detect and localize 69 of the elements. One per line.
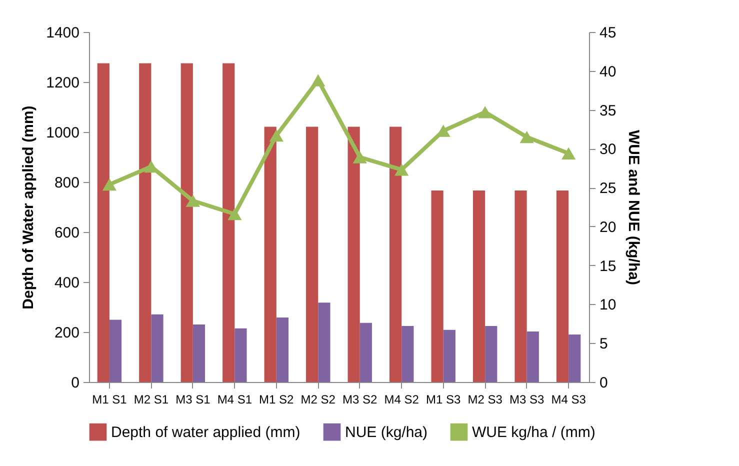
y2-tick-label: 15 (600, 258, 616, 275)
y2-tick-label: 20 (600, 218, 616, 236)
y2-tick-label: 0 (600, 374, 608, 392)
bar (556, 190, 569, 382)
bar (276, 317, 288, 382)
y-tick-label: 400 (54, 274, 80, 292)
x-tick-label: M3 S2 (342, 392, 378, 406)
bar (234, 328, 247, 382)
y-tick-label: 1400 (46, 24, 80, 42)
x-tick-label: M1 S1 (92, 392, 128, 406)
y2-tick-label: 40 (600, 63, 616, 80)
x-tick-label: M4 S3 (551, 392, 586, 406)
point (186, 194, 200, 207)
bar (151, 314, 164, 382)
x-tick-label: M2 S1 (134, 392, 169, 406)
point (394, 164, 409, 176)
point (561, 147, 576, 160)
x-tick-label: M3 S1 (176, 392, 211, 406)
point (352, 151, 367, 164)
bar (222, 63, 235, 382)
y-tick-label: 0 (71, 374, 80, 392)
legend-label: Depth of water applied (mm) (111, 424, 300, 442)
y-tick-label: 1000 (46, 124, 80, 142)
x-tick-label: M4 S1 (217, 392, 252, 406)
bar (431, 190, 444, 382)
bar (360, 322, 372, 382)
bar (97, 63, 110, 382)
bar (443, 330, 456, 382)
y-tick-label: 1200 (46, 74, 80, 92)
bar (485, 326, 498, 382)
x-tick-label: M4 S2 (384, 392, 420, 406)
bar (526, 331, 539, 382)
bar (139, 63, 152, 382)
legend-label: WUE kg/ha / (mm) (472, 424, 596, 442)
bar (568, 334, 581, 382)
bar (348, 126, 360, 382)
bar (514, 190, 527, 382)
bar (390, 126, 402, 382)
bar (472, 190, 486, 382)
point (269, 129, 284, 142)
bar (192, 324, 206, 382)
bar (306, 126, 318, 382)
bar (180, 63, 193, 382)
x-tick-label: M3 S3 (509, 392, 544, 406)
point (520, 130, 534, 144)
x-tick-label: M1 S2 (259, 392, 294, 406)
bar (318, 302, 330, 382)
point (102, 178, 117, 191)
y2-tick-label: 5 (600, 336, 608, 353)
bar (402, 326, 414, 382)
point (478, 106, 492, 118)
y2-tick-label: 35 (600, 102, 616, 120)
y-axis-title: Depth of Water applied (mm) (20, 106, 38, 310)
x-tick-label: M2 S2 (300, 392, 336, 406)
y2-tick-label: 10 (600, 296, 616, 314)
y2-tick-label: 25 (600, 180, 616, 198)
point (311, 74, 326, 86)
bar (109, 320, 122, 382)
y-tick-label: 200 (54, 324, 80, 342)
y-tick-label: 600 (54, 224, 80, 242)
y2-tick-label: 30 (600, 141, 616, 158)
y-tick-label: 800 (54, 174, 80, 192)
x-tick-label: M2 S3 (468, 392, 503, 406)
bar (264, 126, 276, 382)
legend-label: NUE (kg/ha) (345, 424, 428, 442)
x-tick-label: M1 S3 (426, 392, 462, 406)
point (228, 208, 242, 220)
y2-axis-title: WUE and NUE (kg/ha) (625, 130, 642, 286)
y2-tick-label: 45 (600, 24, 616, 42)
